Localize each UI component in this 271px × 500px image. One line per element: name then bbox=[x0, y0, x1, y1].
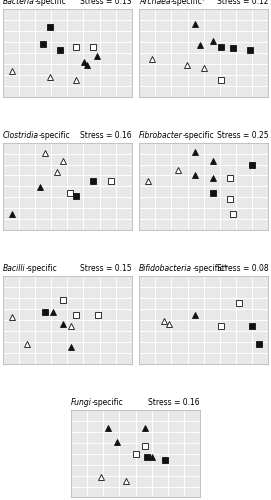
Text: Stress = 0.12: Stress = 0.12 bbox=[217, 0, 268, 6]
Text: -specific: -specific bbox=[25, 264, 57, 274]
Text: Archaea: Archaea bbox=[139, 0, 171, 6]
Text: -specific: -specific bbox=[92, 398, 124, 407]
Text: -specific*: -specific* bbox=[171, 0, 206, 6]
Text: -specific: -specific bbox=[183, 131, 215, 140]
Text: Stress = 0.15: Stress = 0.15 bbox=[80, 264, 132, 274]
Text: Stress = 0.16: Stress = 0.16 bbox=[80, 131, 132, 140]
Text: Stress = 0.08: Stress = 0.08 bbox=[217, 264, 268, 274]
Text: Stress = 0.16: Stress = 0.16 bbox=[149, 398, 200, 407]
Text: Stress = 0.13: Stress = 0.13 bbox=[80, 0, 132, 6]
Text: Clostridia: Clostridia bbox=[3, 131, 39, 140]
Text: Bifidobacteria: Bifidobacteria bbox=[139, 264, 192, 274]
Text: Bacilli: Bacilli bbox=[3, 264, 25, 274]
Text: Bacteria: Bacteria bbox=[3, 0, 34, 6]
Text: Stress = 0.25: Stress = 0.25 bbox=[217, 131, 268, 140]
Text: -specific: -specific bbox=[39, 131, 70, 140]
Text: -specific*: -specific* bbox=[192, 264, 228, 274]
Text: -specific: -specific bbox=[34, 0, 66, 6]
Text: Fungi: Fungi bbox=[71, 398, 92, 407]
Text: Fibrobacter: Fibrobacter bbox=[139, 131, 183, 140]
